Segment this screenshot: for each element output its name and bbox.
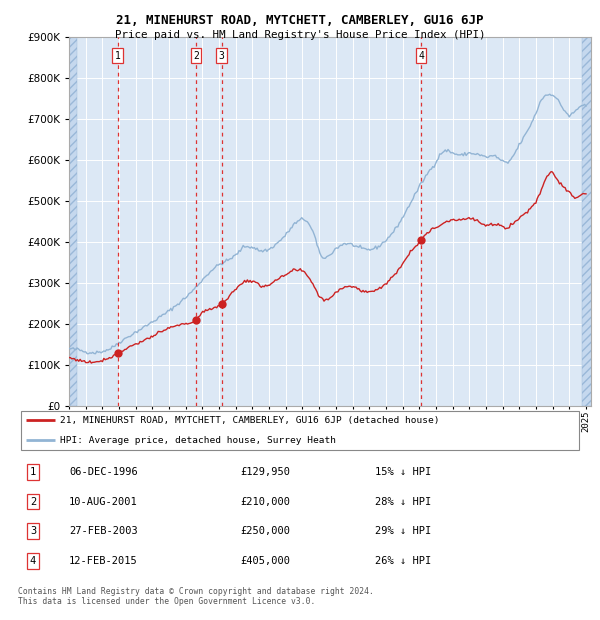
Text: 2: 2 <box>193 51 199 61</box>
Text: HPI: Average price, detached house, Surrey Heath: HPI: Average price, detached house, Surr… <box>60 436 337 445</box>
Text: Contains HM Land Registry data © Crown copyright and database right 2024.
This d: Contains HM Land Registry data © Crown c… <box>18 587 374 606</box>
Text: 1: 1 <box>30 467 36 477</box>
Text: 06-DEC-1996: 06-DEC-1996 <box>69 467 138 477</box>
Text: 4: 4 <box>30 556 36 566</box>
Bar <box>582 37 592 406</box>
Text: Price paid vs. HM Land Registry's House Price Index (HPI): Price paid vs. HM Land Registry's House … <box>115 30 485 40</box>
Text: 29% ↓ HPI: 29% ↓ HPI <box>375 526 431 536</box>
FancyBboxPatch shape <box>21 411 579 449</box>
Text: 2: 2 <box>30 497 36 507</box>
Text: 4: 4 <box>418 51 424 61</box>
Bar <box>69 37 77 406</box>
Text: £129,950: £129,950 <box>240 467 290 477</box>
Text: 1: 1 <box>115 51 121 61</box>
Text: 26% ↓ HPI: 26% ↓ HPI <box>375 556 431 566</box>
Text: 28% ↓ HPI: 28% ↓ HPI <box>375 497 431 507</box>
Text: 12-FEB-2015: 12-FEB-2015 <box>69 556 138 566</box>
Text: 10-AUG-2001: 10-AUG-2001 <box>69 497 138 507</box>
Text: £405,000: £405,000 <box>240 556 290 566</box>
Text: 15% ↓ HPI: 15% ↓ HPI <box>375 467 431 477</box>
Text: 3: 3 <box>30 526 36 536</box>
Text: £210,000: £210,000 <box>240 497 290 507</box>
Text: 3: 3 <box>219 51 224 61</box>
Text: 21, MINEHURST ROAD, MYTCHETT, CAMBERLEY, GU16 6JP (detached house): 21, MINEHURST ROAD, MYTCHETT, CAMBERLEY,… <box>60 415 440 425</box>
Text: 27-FEB-2003: 27-FEB-2003 <box>69 526 138 536</box>
Text: £250,000: £250,000 <box>240 526 290 536</box>
Text: 21, MINEHURST ROAD, MYTCHETT, CAMBERLEY, GU16 6JP: 21, MINEHURST ROAD, MYTCHETT, CAMBERLEY,… <box>116 14 484 27</box>
